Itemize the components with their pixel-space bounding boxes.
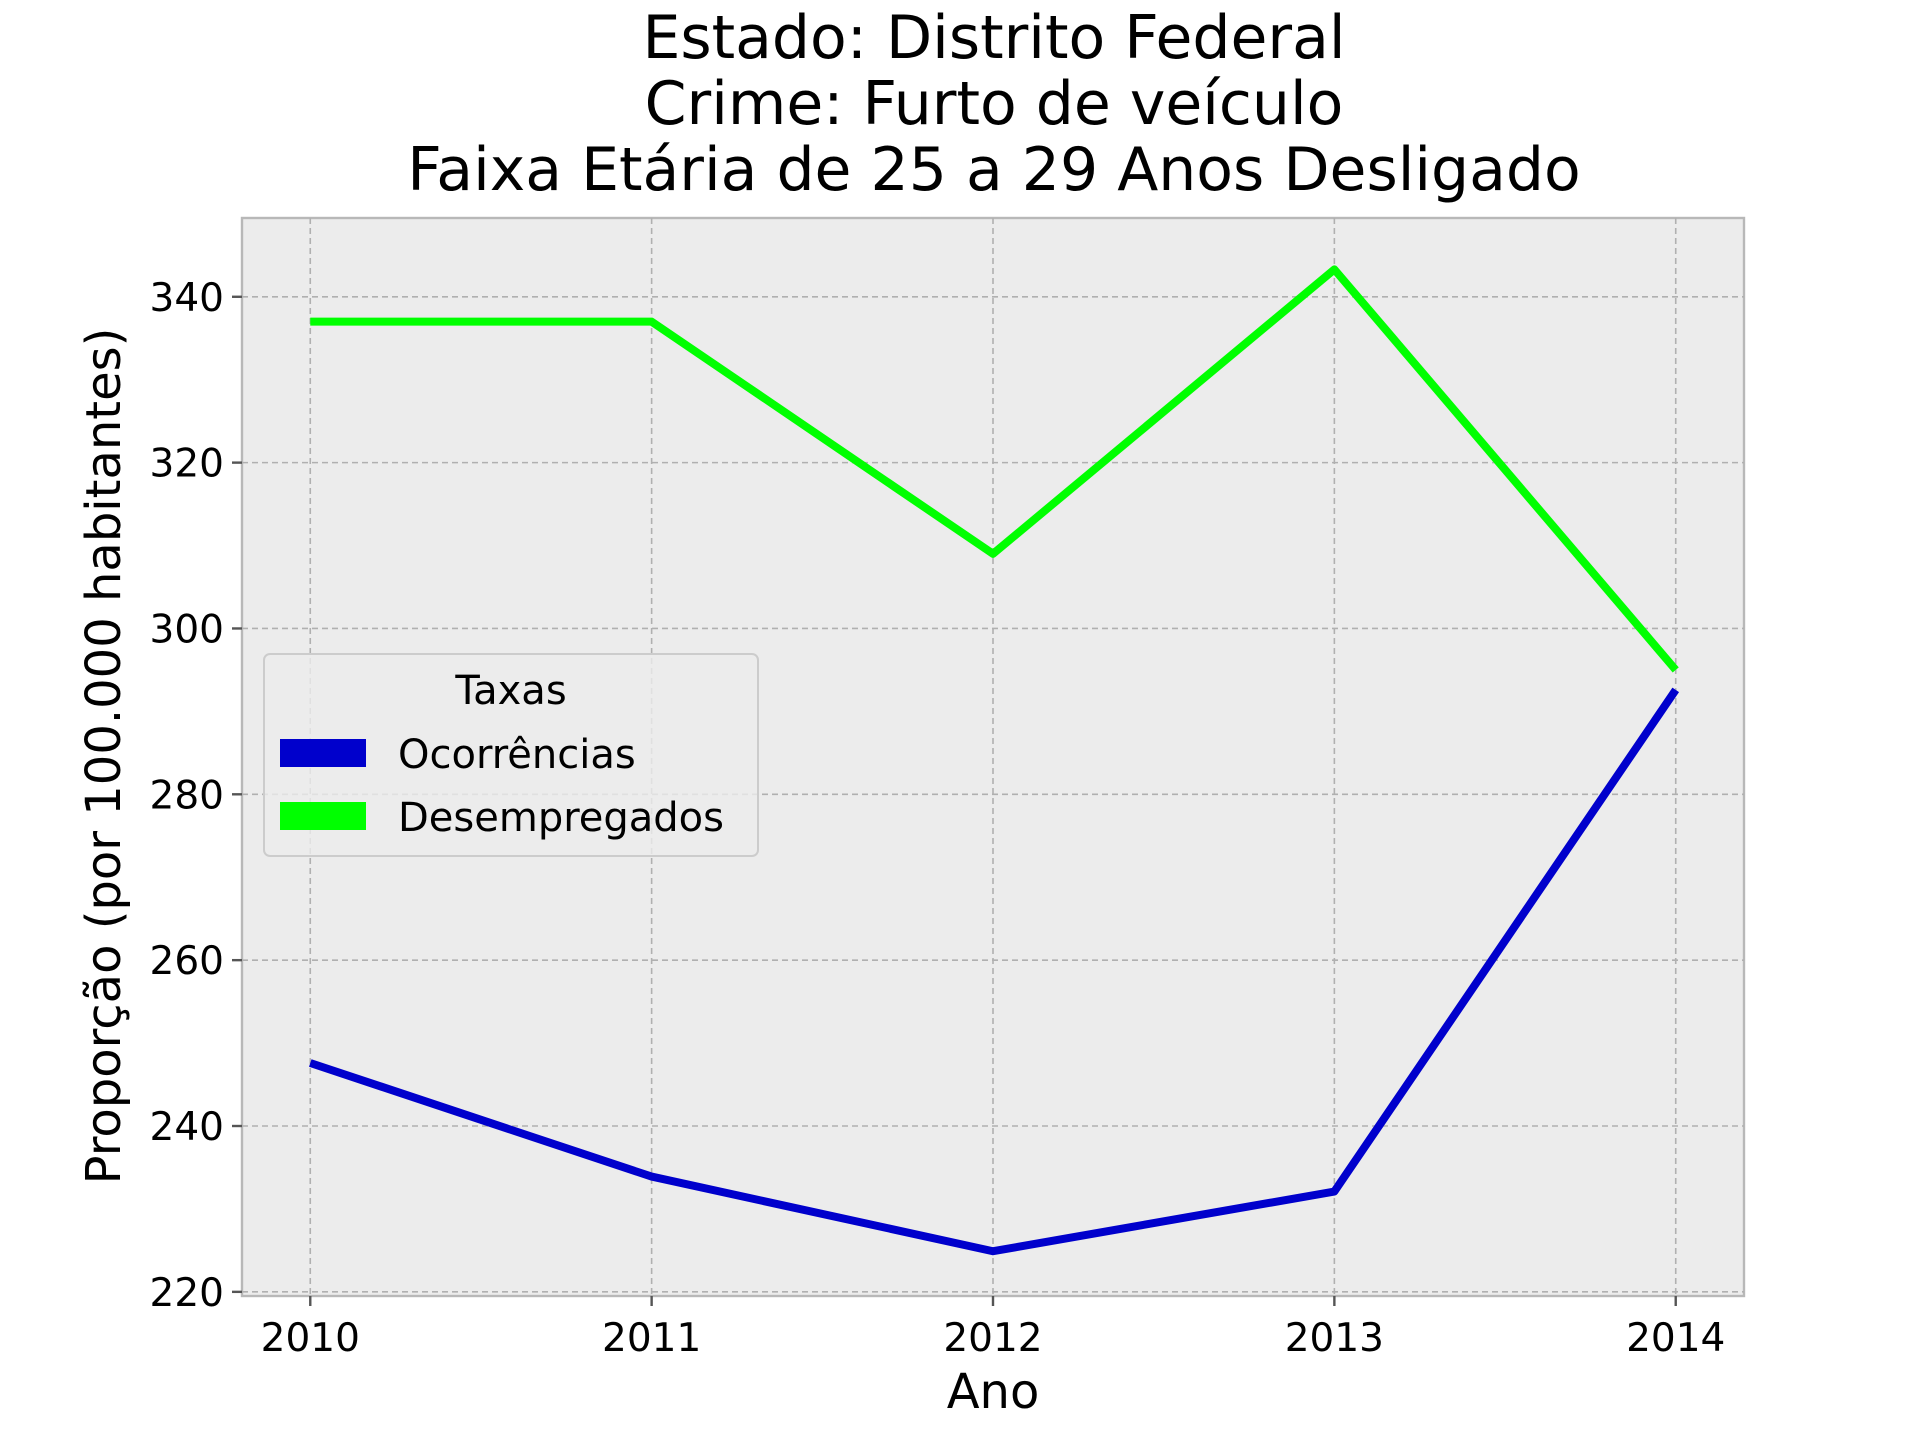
y-tick-label: 320 (150, 442, 224, 487)
series-line-ocorrencias (309, 687, 1680, 1256)
chart-title-line-3: Faixa Etária de 25 a 29 Anos Desligado (407, 135, 1580, 205)
chart-title: Estado: Distrito Federal Crime: Furto de… (407, 3, 1580, 205)
y-tick-label: 240 (150, 1105, 224, 1150)
x-tick-label: 2012 (943, 1316, 1042, 1361)
chart-title-line-2: Crime: Furto de veículo (645, 69, 1344, 139)
chart-title-line-1: Estado: Distrito Federal (642, 3, 1345, 73)
legend-box (263, 653, 759, 857)
y-tick-label: 220 (150, 1271, 224, 1316)
y-tick-label: 260 (150, 939, 224, 984)
x-tick-label: 2013 (1285, 1316, 1384, 1361)
legend-label-desempregados: Desempregados (398, 795, 724, 841)
x-tick-label: 2014 (1626, 1316, 1725, 1361)
y-axis-title: Proporção (por 100.000 habitantes) (76, 328, 132, 1185)
y-tick-label: 280 (150, 773, 224, 818)
axis-ticks: 2010 2011 2012 2013 2014 220 240 260 280 300 320 34… (150, 276, 1726, 1361)
series-line-desempregados (310, 265, 1679, 673)
legend-swatch-ocorrencias (280, 739, 366, 767)
y-tick-label: 340 (150, 276, 224, 321)
legend-title: Taxas (454, 668, 566, 714)
x-axis-title: Ano (947, 1364, 1040, 1420)
legend-label-ocorrencias: Ocorrências (398, 732, 636, 778)
legend-swatch-desempregados (280, 802, 366, 830)
legend: Taxas Ocorrências Desempregados (263, 653, 759, 857)
x-tick-label: 2010 (261, 1316, 360, 1361)
x-tick-label: 2011 (602, 1316, 701, 1361)
y-tick-label: 300 (150, 607, 224, 652)
series-lines (309, 265, 1680, 1256)
